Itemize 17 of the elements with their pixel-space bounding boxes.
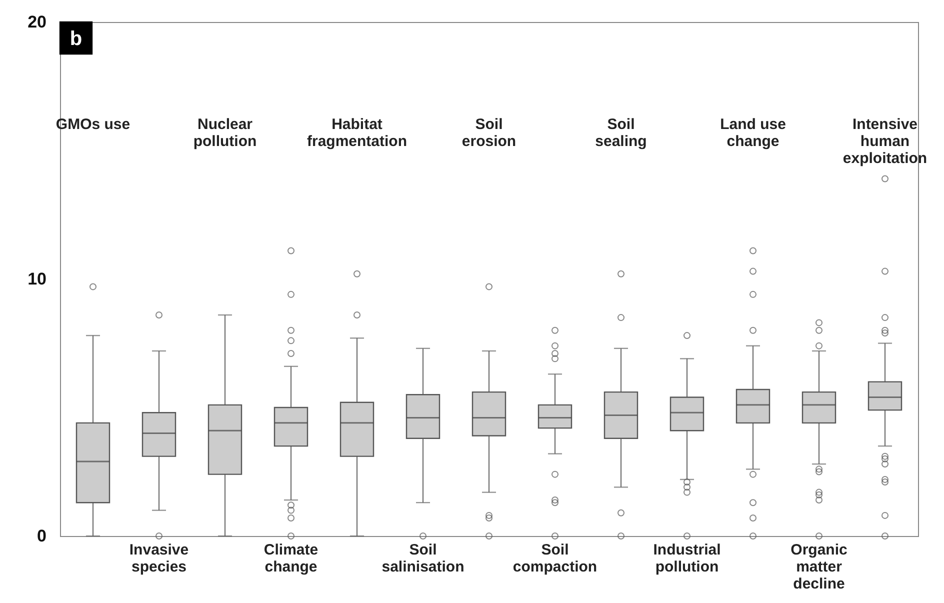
x-tick-label: Climate change (264, 542, 318, 576)
x-tick-label: Land use change (720, 116, 786, 150)
x-tick-label: Habitat fragmentation (306, 116, 408, 150)
x-tick-label: Soil compaction (512, 542, 598, 576)
y-tick-label: 0 (37, 526, 46, 546)
x-tick-label: Organic matter decline (790, 542, 848, 592)
x-tick-label: GMOs use (56, 116, 130, 133)
annotation: b (70, 28, 82, 50)
x-tick-label: Industrial pollution (653, 542, 721, 576)
y-tick-label: 20 (28, 12, 46, 32)
x-tick-label: Invasive species (129, 542, 189, 576)
x-tick-label: Nuclear pollution (193, 116, 257, 150)
x-tick-label: Soil sealing (595, 116, 647, 150)
y-tick-label: 10 (28, 270, 46, 288)
x-tick-label: Soil salinisation (382, 542, 464, 576)
x-tick-label: Intensive human exploitation (842, 116, 928, 167)
x-tick-label: Soil erosion (462, 116, 516, 150)
